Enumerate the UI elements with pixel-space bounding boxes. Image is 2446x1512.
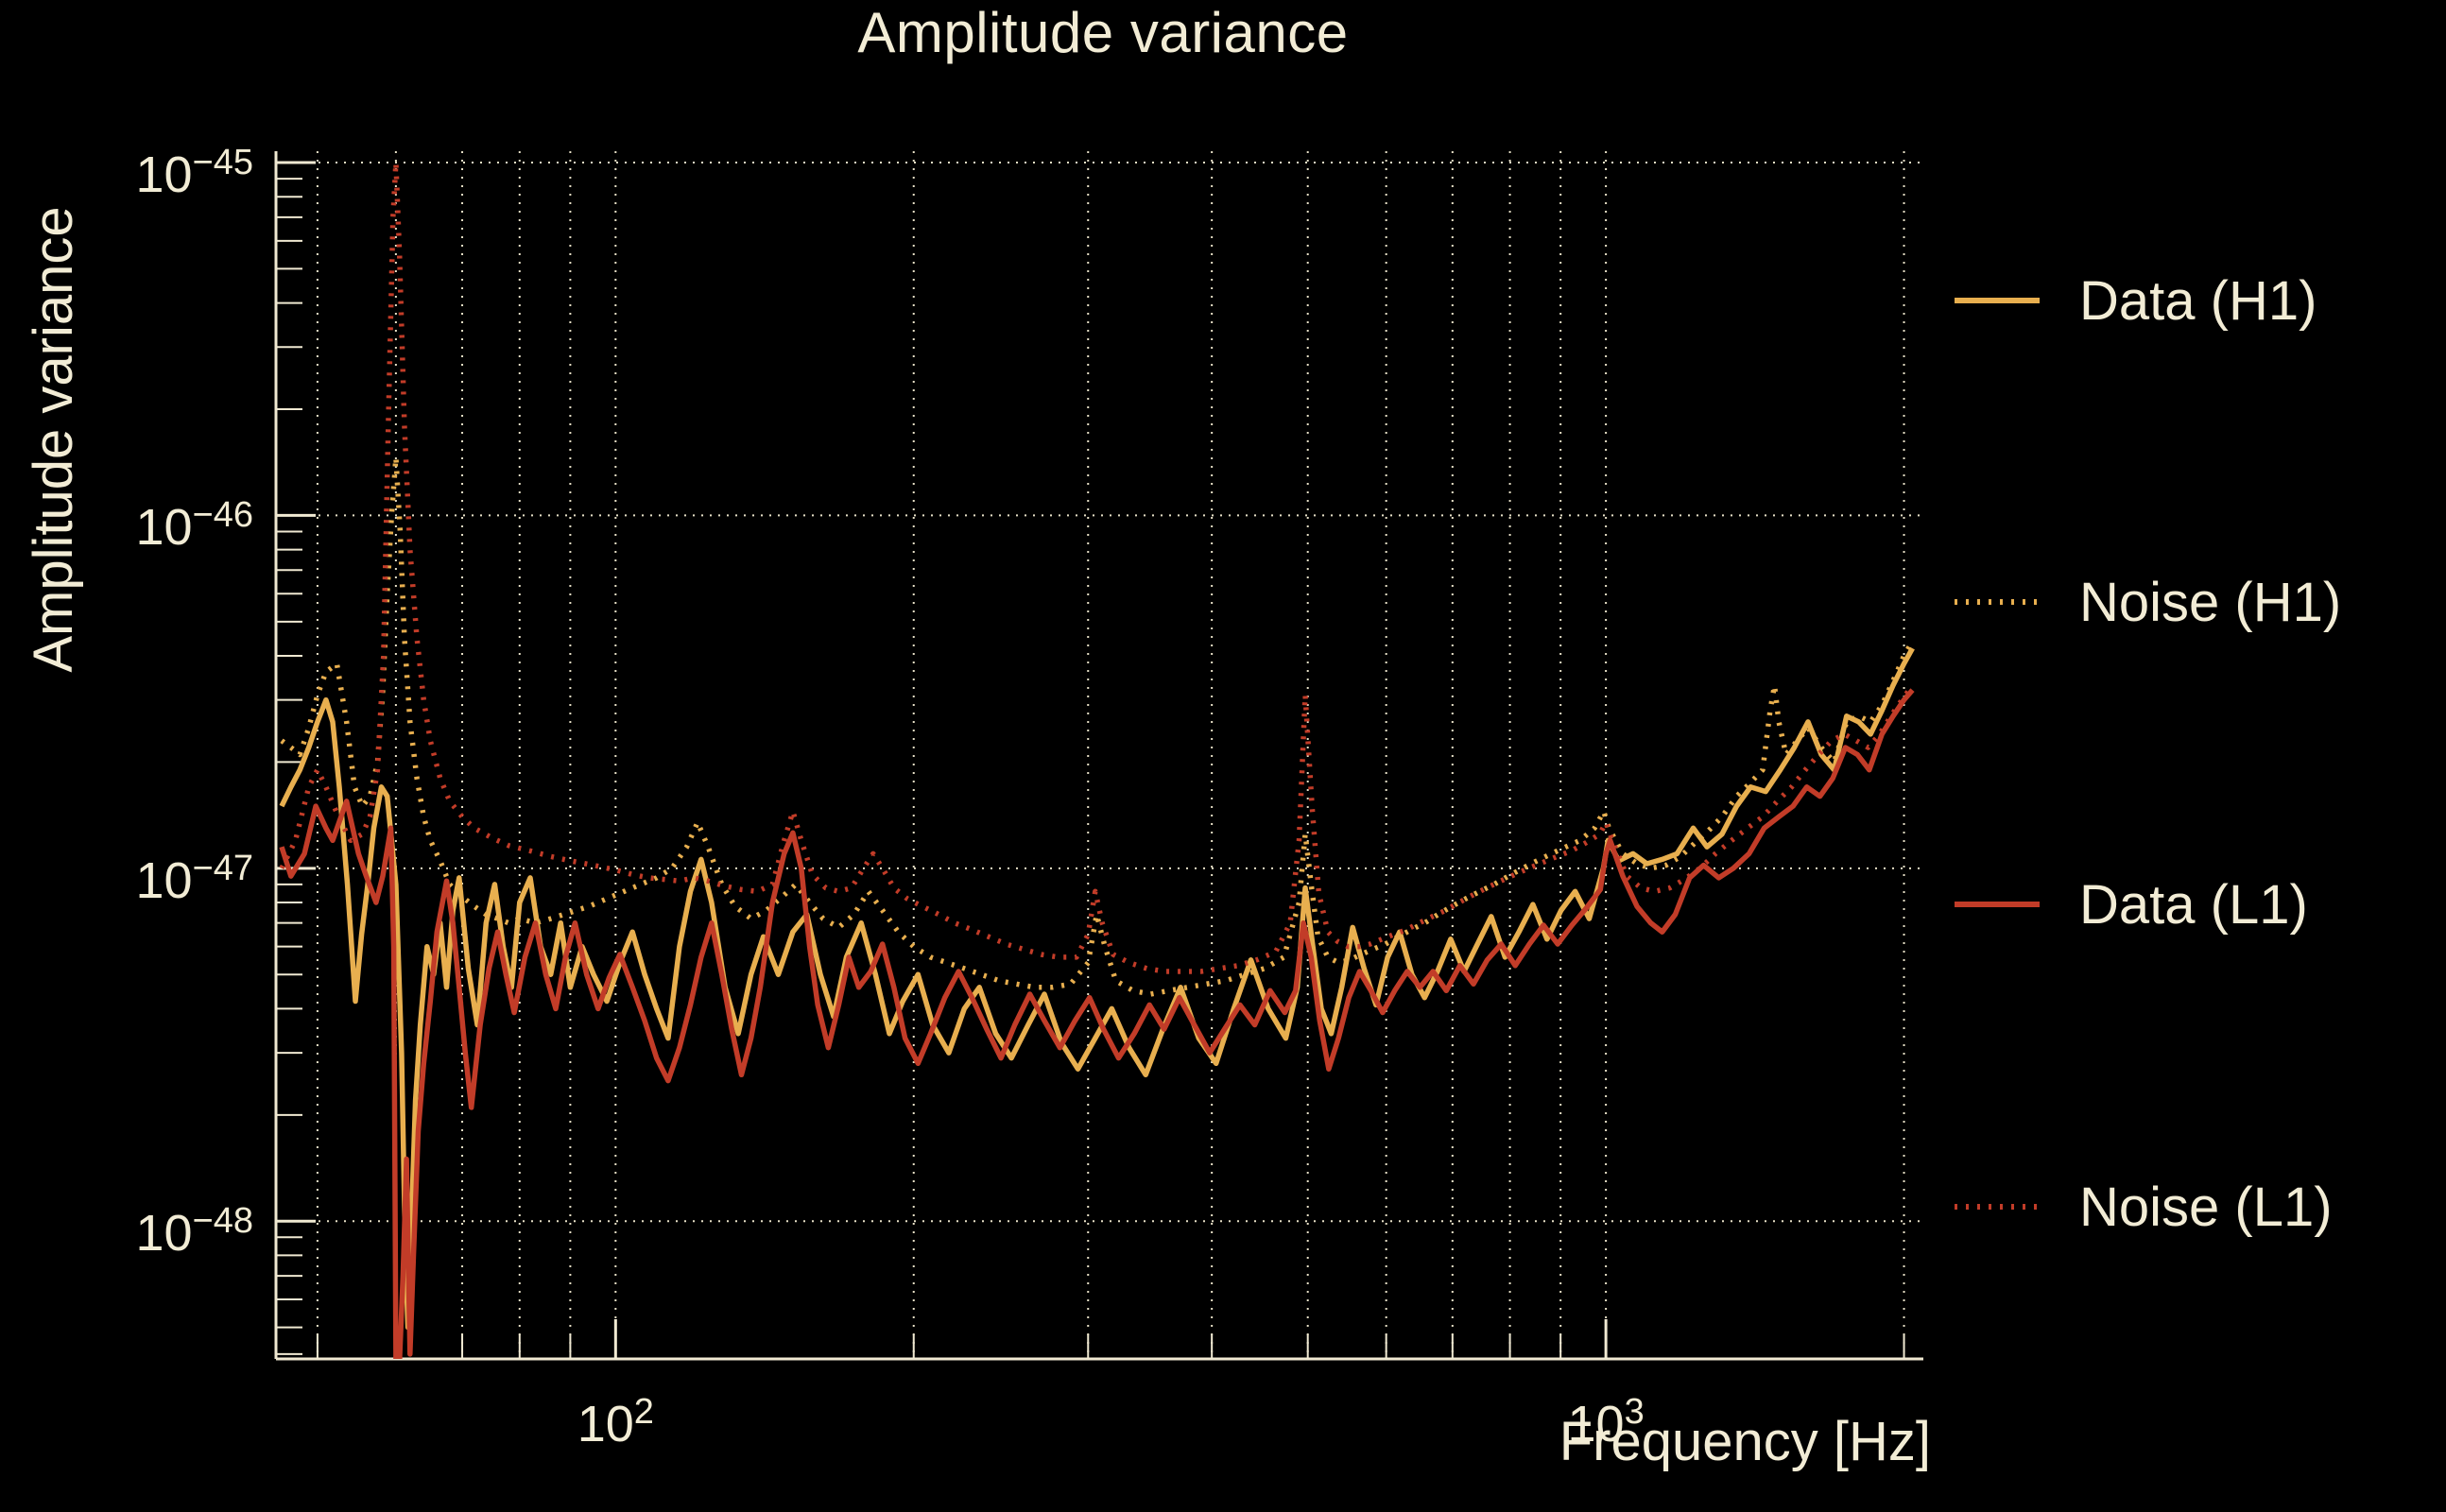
y-axis-title: Amplitude variance [23, 206, 84, 673]
chart-title: Amplitude variance [857, 1, 1349, 64]
axis-ticks [276, 161, 1905, 1359]
x-gridlines [316, 151, 1905, 1359]
legend-line-data-h1 [1955, 298, 2040, 303]
legend-entry-data-h1: Data (H1) [1953, 263, 2317, 338]
legend-line-noise-l1 [1955, 1204, 2040, 1210]
legend-line-noise-h1 [1955, 599, 2040, 605]
legend: Data (H1) Noise (H1) Data (L1) Noise (L1) [1953, 0, 2444, 1512]
legend-label-data-h1: Data (H1) [2079, 269, 2317, 332]
y-tick-label: 10−48 [135, 1201, 253, 1263]
y-tick-label: 10−45 [135, 143, 253, 204]
y-tick-label: 10−46 [135, 495, 253, 557]
y-gridlines [276, 162, 1923, 1223]
legend-label-data-l1: Data (L1) [2079, 873, 2308, 936]
x-axis-title: Frequency [Hz] [1559, 1411, 1931, 1472]
y-tick-label: 10−47 [135, 848, 253, 909]
legend-entry-data-l1: Data (L1) [1953, 867, 2308, 942]
legend-label-noise-l1: Noise (L1) [2079, 1176, 2333, 1238]
x-tick-label: 102 [577, 1392, 654, 1452]
series-data-l1 [279, 688, 1915, 1359]
legend-line-data-l1 [1955, 902, 2040, 907]
series-data-h1 [279, 646, 1915, 1331]
series-line-data-l1 [279, 688, 1915, 1359]
series-noise-h1 [280, 455, 1915, 997]
series-line-noise-l1 [279, 160, 1915, 974]
legend-entry-noise-h1: Noise (H1) [1953, 564, 2341, 640]
series-noise-l1 [279, 160, 1915, 974]
series-line-data-h1 [279, 646, 1915, 1331]
series-line-noise-h1 [280, 455, 1915, 997]
x-tick-label: 103 [1567, 1392, 1645, 1452]
axis-spines [274, 151, 1923, 1361]
legend-label-noise-h1: Noise (H1) [2079, 571, 2342, 633]
legend-entry-noise-l1: Noise (L1) [1953, 1169, 2333, 1245]
